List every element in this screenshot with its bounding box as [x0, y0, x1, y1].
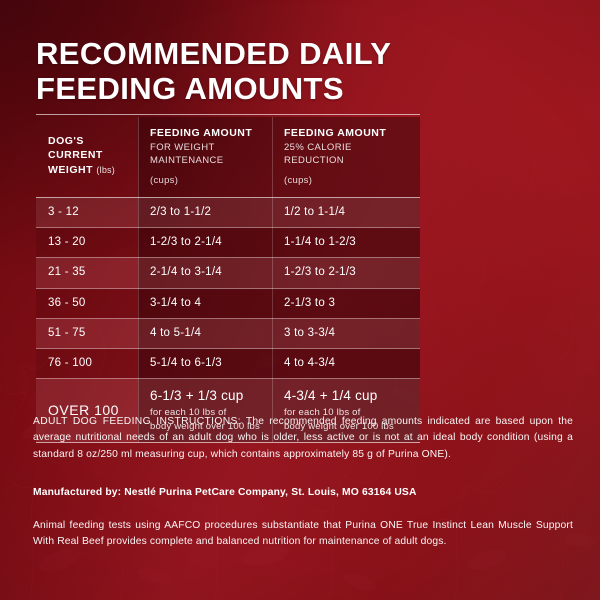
cell-maintenance: 3-1/4 to 4 [150, 296, 202, 309]
column-header-reduction-sub-1: 25% CALORIE [284, 141, 352, 153]
cell-reduction-over-100: 4-3/4 + 1/4 cup for each 10 lbs of body … [272, 379, 420, 442]
over-100-maintenance-main: 6-1/3 + 1/3 cup [150, 388, 244, 404]
row-divider [36, 348, 420, 350]
column-header-maintenance-sub-2: MAINTENANCE [150, 155, 224, 167]
column-header-reduction-sub-2: REDUCTION [284, 155, 345, 167]
cell-weight: 36 - 50 [48, 296, 86, 309]
over-100-reduction-main: 4-3/4 + 1/4 cup [284, 388, 378, 404]
over-100-maintenance-sub-2: body weight over 100 lbs [150, 421, 260, 433]
manufacturer-block: Manufactured by: Nestlé Purina PetCare C… [33, 487, 573, 498]
instructions-label: ADULT DOG FEEDING INSTRUCTIONS: [33, 416, 241, 427]
table-header-bottom-rule [36, 196, 420, 198]
over-100-label: OVER 100 [48, 402, 119, 419]
over-100-maintenance-sub-1: for each 10 lbs of [150, 407, 227, 419]
row-divider [36, 287, 420, 289]
over-100-reduction-sub-2: body weight over 100 lbs [284, 421, 394, 433]
column-header-weight-line-2: CURRENT [48, 149, 103, 162]
cell-reduction: 1-1/4 to 1-2/3 [284, 236, 356, 249]
column-header-weight-line-1: DOG'S [48, 134, 84, 147]
cell-weight: 76 - 100 [48, 357, 93, 370]
table-header: DOG'S CURRENT WEIGHT (lbs) FEEDING AMOUN… [36, 115, 420, 197]
cell-weight: 3 - 12 [48, 205, 79, 218]
column-header-reduction-unit: (cups) [284, 174, 313, 186]
row-rule [36, 287, 420, 289]
cell-maintenance: 2/3 to 1-1/2 [150, 205, 212, 218]
cell-weight-over-100: OVER 100 [36, 379, 138, 442]
table-row-over-100: OVER 100 6-1/3 + 1/3 cup for each 10 lbs… [36, 379, 420, 443]
column-header-reduction: FEEDING AMOUNT 25% CALORIE REDUCTION (cu… [272, 115, 420, 197]
column-header-maintenance-main: FEEDING AMOUNT [150, 127, 253, 139]
column-header-maintenance-unit: (cups) [150, 174, 179, 186]
manufacturer-text: Manufactured by: Nestlé Purina PetCare C… [33, 487, 417, 498]
cell-maintenance: 1-2/3 to 2-1/4 [150, 236, 222, 249]
table-body: 3 - 12 2/3 to 1-1/2 1/2 to 1-1/4 13 - 20… [36, 196, 420, 443]
page-title-line-2: FEEDING AMOUNTS [36, 71, 344, 107]
page-title-line-1: RECOMMENDED DAILY [36, 36, 392, 71]
cell-weight: 21 - 35 [48, 266, 86, 279]
cell-reduction: 4 to 4-3/4 [284, 357, 336, 370]
cell-reduction: 3 to 3-3/4 [284, 326, 336, 339]
row-rule [36, 378, 420, 380]
cell-maintenance-over-100: 6-1/3 + 1/3 cup for each 10 lbs of body … [138, 379, 272, 442]
column-header-weight-word: WEIGHT [48, 164, 93, 177]
table-row: 13 - 20 1-2/3 to 2-1/4 1-1/4 to 1-2/3 [36, 228, 420, 258]
row-rule [36, 348, 420, 350]
table-row: 3 - 12 2/3 to 1-1/2 1/2 to 1-1/4 [36, 197, 420, 228]
table-row: 21 - 35 2-1/4 to 3-1/4 1-2/3 to 2-1/3 [36, 258, 420, 288]
cell-reduction: 1/2 to 1-1/4 [284, 205, 346, 218]
table-row: 76 - 100 5-1/4 to 6-1/3 4 to 4-3/4 [36, 349, 420, 379]
cell-maintenance: 2-1/4 to 3-1/4 [150, 266, 222, 279]
page-title: RECOMMENDED DAILY FEEDING AMOUNTS [36, 36, 456, 107]
cell-maintenance: 4 to 5-1/4 [150, 326, 202, 339]
instructions-paragraph: ADULT DOG FEEDING INSTRUCTIONS: The reco… [33, 414, 573, 463]
table-header-row: DOG'S CURRENT WEIGHT (lbs) FEEDING AMOUN… [36, 115, 420, 197]
over-100-reduction-sub-1: for each 10 lbs of [284, 407, 361, 419]
cell-reduction: 2-1/3 to 3 [284, 296, 336, 309]
table-top-rule [36, 114, 420, 115]
cell-weight: 13 - 20 [48, 236, 86, 249]
row-rule [36, 227, 420, 229]
adult-dog-feeding-instructions: ADULT DOG FEEDING INSTRUCTIONS: The reco… [33, 414, 573, 463]
column-header-weight: DOG'S CURRENT WEIGHT (lbs) [36, 115, 138, 197]
cell-reduction: 1-2/3 to 2-1/3 [284, 266, 356, 279]
row-divider [36, 317, 420, 319]
aafco-statement-block: Animal feeding tests using AAFCO procedu… [33, 518, 573, 551]
row-divider [36, 227, 420, 229]
row-rule [36, 257, 420, 259]
column-header-weight-unit: (lbs) [96, 165, 115, 176]
column-header-reduction-main: FEEDING AMOUNT [284, 127, 387, 139]
cell-maintenance: 5-1/4 to 6-1/3 [150, 357, 222, 370]
row-divider [36, 378, 420, 380]
column-header-weight-line-3: WEIGHT (lbs) [48, 163, 138, 178]
instructions-body: The recommended feeding amounts indicate… [33, 416, 573, 460]
aafco-statement-text: Animal feeding tests using AAFCO procedu… [33, 520, 573, 548]
feeding-amounts-table: DOG'S CURRENT WEIGHT (lbs) FEEDING AMOUN… [36, 115, 420, 443]
table-row: 51 - 75 4 to 5-1/4 3 to 3-3/4 [36, 318, 420, 349]
feeding-amounts-table-wrapper: DOG'S CURRENT WEIGHT (lbs) FEEDING AMOUN… [36, 114, 420, 444]
table-row: 36 - 50 3-1/4 to 4 2-1/3 to 3 [36, 288, 420, 318]
column-header-maintenance-sub-1: FOR WEIGHT [150, 141, 215, 153]
row-rule [36, 317, 420, 319]
cell-weight: 51 - 75 [48, 326, 86, 339]
column-header-maintenance: FEEDING AMOUNT FOR WEIGHT MAINTENANCE (c… [138, 115, 272, 197]
row-divider [36, 257, 420, 259]
table-header-bottom-rule-row [36, 196, 420, 198]
table-bottom-rule [36, 442, 420, 444]
